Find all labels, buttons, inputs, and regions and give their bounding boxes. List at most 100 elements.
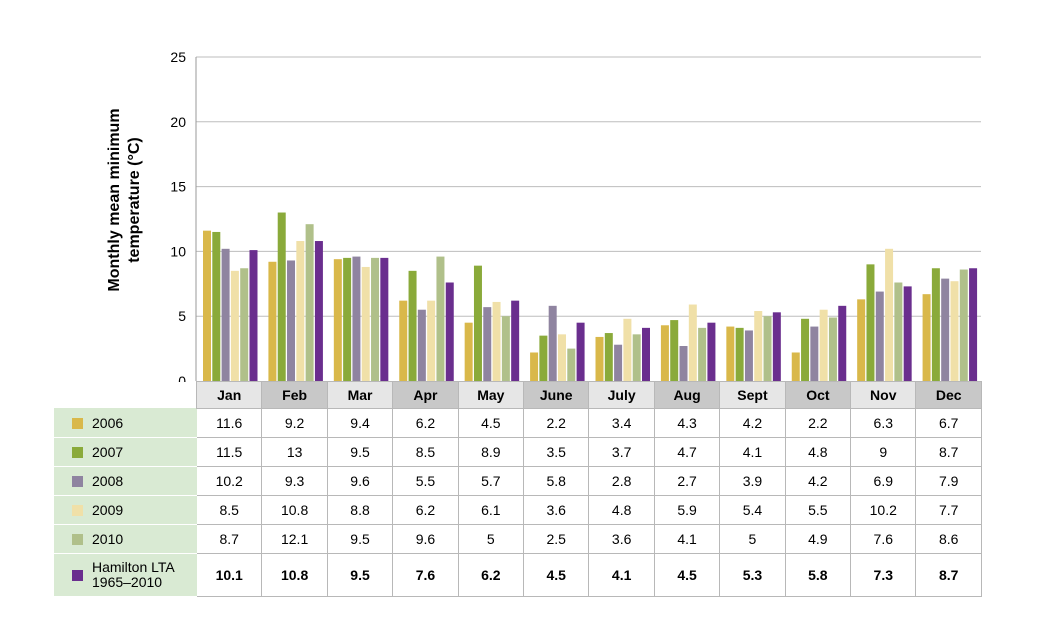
bar-mar-2009 xyxy=(361,266,370,381)
bar-june-2010 xyxy=(567,348,576,381)
bar-feb-2008 xyxy=(287,260,296,381)
bar-feb-2010 xyxy=(305,224,314,381)
table-cell: 3.5 xyxy=(523,437,590,467)
data-table: Jan Feb Mar Apr May June July Aug Sept Oct Nov Dec … xyxy=(54,381,982,597)
table-cell: 5.7 xyxy=(457,466,525,496)
table-cell: 6.2 xyxy=(392,495,459,525)
bar-apr-2006 xyxy=(399,300,408,381)
bar-may-2009 xyxy=(492,301,501,381)
bar-dec-2008 xyxy=(941,278,950,381)
bar-dec-hamilton-lta-1965-2010 xyxy=(969,268,978,381)
table-cell: 5 xyxy=(719,524,786,554)
table-cell: 5.8 xyxy=(784,553,852,597)
month-header-july: July xyxy=(588,381,655,409)
table-cell: 3.6 xyxy=(588,524,655,554)
table-cell: 8.5 xyxy=(195,495,263,525)
table-cell: 4.5 xyxy=(653,553,721,597)
bar-oct-hamilton-lta-1965-2010 xyxy=(838,305,847,381)
bar-apr-hamilton-lta-1965-2010 xyxy=(445,282,454,381)
bar-feb-2006 xyxy=(268,261,277,381)
bar-nov-2006 xyxy=(857,299,866,381)
month-header-dec: Dec xyxy=(915,381,982,409)
month-header-nov: Nov xyxy=(850,381,917,409)
bar-mar-2010 xyxy=(371,257,380,381)
table-cell: 7.6 xyxy=(850,524,917,554)
legend-label: 2009 xyxy=(92,502,124,519)
legend-label: 2010 xyxy=(92,531,124,548)
table-cell: 7.9 xyxy=(915,466,982,496)
bar-july-2009 xyxy=(623,318,632,381)
table-cell: 3.7 xyxy=(588,437,655,467)
bar-nov-2010 xyxy=(894,282,903,381)
legend-swatch xyxy=(72,418,83,430)
bar-june-hamilton-lta-1965-2010 xyxy=(576,322,585,381)
table-cell: 4.1 xyxy=(653,524,721,554)
bar-aug-2006 xyxy=(660,325,669,381)
table-cell: 5.5 xyxy=(784,495,852,525)
table-cell: 4.2 xyxy=(719,408,786,438)
table-cell: 9 xyxy=(850,437,917,467)
bar-sept-2007 xyxy=(735,327,744,381)
table-cell: 10.2 xyxy=(850,495,917,525)
table-cell: 8.7 xyxy=(915,553,982,597)
table-cell: 8.8 xyxy=(326,495,394,525)
bar-dec-2007 xyxy=(931,268,940,381)
table-corner xyxy=(54,381,197,409)
bar-feb-2007 xyxy=(277,212,286,381)
bar-jan-2006 xyxy=(203,230,211,381)
legend-label: 2006 xyxy=(92,415,124,432)
table-cell: 6.3 xyxy=(850,408,917,438)
table-cell: 10.2 xyxy=(195,466,263,496)
bar-dec-2009 xyxy=(950,281,959,381)
bar-may-hamilton-lta-1965-2010 xyxy=(511,300,520,381)
month-header-apr: Apr xyxy=(392,381,459,409)
bar-mar-2006 xyxy=(333,259,342,381)
bar-july-2008 xyxy=(614,344,623,381)
table-cell: 5.4 xyxy=(719,495,786,525)
table-cell: 4.1 xyxy=(588,553,655,597)
bar-jan-2010 xyxy=(240,268,249,381)
table-cell: 8.5 xyxy=(392,437,459,467)
bar-sept-2009 xyxy=(754,311,763,381)
table-cell: 11.5 xyxy=(195,437,263,467)
y-tick-label: 0 xyxy=(178,373,186,389)
bar-nov-2007 xyxy=(866,264,875,381)
month-header-may: May xyxy=(457,381,525,409)
table-cell: 6.7 xyxy=(915,408,982,438)
bar-aug-2007 xyxy=(670,320,679,381)
bar-aug-2008 xyxy=(679,346,688,381)
table-row: 2009 8.5 10.8 8.8 6.2 6.1 3.6 4.8 5.9 5.4 5.5 10.2 7… xyxy=(54,495,982,525)
bar-feb-2009 xyxy=(296,241,305,381)
legend-label: Hamilton LTA 1965–2010 xyxy=(92,559,175,590)
legend-label: 2007 xyxy=(92,444,124,461)
table-cell: 3.6 xyxy=(523,495,590,525)
legend-swatch xyxy=(72,505,83,517)
table-cell: 2.2 xyxy=(784,408,852,438)
table-cell: 4.3 xyxy=(653,408,721,438)
bar-aug-2010 xyxy=(698,327,707,381)
y-tick-label: 15 xyxy=(170,179,186,195)
bar-june-2009 xyxy=(557,334,566,381)
bar-may-2010 xyxy=(501,316,510,381)
bar-feb-hamilton-lta-1965-2010 xyxy=(314,241,323,381)
month-header-feb: Feb xyxy=(261,381,328,409)
bar-mar-2007 xyxy=(343,257,352,381)
table-cell: 13 xyxy=(261,437,328,467)
legend-swatch xyxy=(72,534,83,546)
y-axis-label: Monthly mean minimum temperature (°C) xyxy=(95,80,155,320)
bar-jan-2009 xyxy=(230,270,239,381)
legend-entry: 2009 xyxy=(54,495,197,525)
y-tick-label: 20 xyxy=(170,114,186,130)
table-cell: 4.5 xyxy=(523,553,590,597)
bar-oct-2010 xyxy=(828,317,837,381)
table-cell: 6.2 xyxy=(392,408,459,438)
table-row: 2007 11.5 13 9.5 8.5 8.9 3.5 3.7 4.7 4.1 4.8 9 8.7 xyxy=(54,437,982,467)
bar-june-2007 xyxy=(539,335,548,381)
table-cell: 11.6 xyxy=(195,408,263,438)
month-header-row: Jan Feb Mar Apr May June July Aug Sept Oct Nov Dec xyxy=(54,381,982,409)
table-cell: 4.9 xyxy=(784,524,852,554)
table-cell: 6.2 xyxy=(457,553,525,597)
month-header-june: June xyxy=(523,381,590,409)
month-header-oct: Oct xyxy=(784,381,852,409)
table-cell: 9.5 xyxy=(326,437,394,467)
